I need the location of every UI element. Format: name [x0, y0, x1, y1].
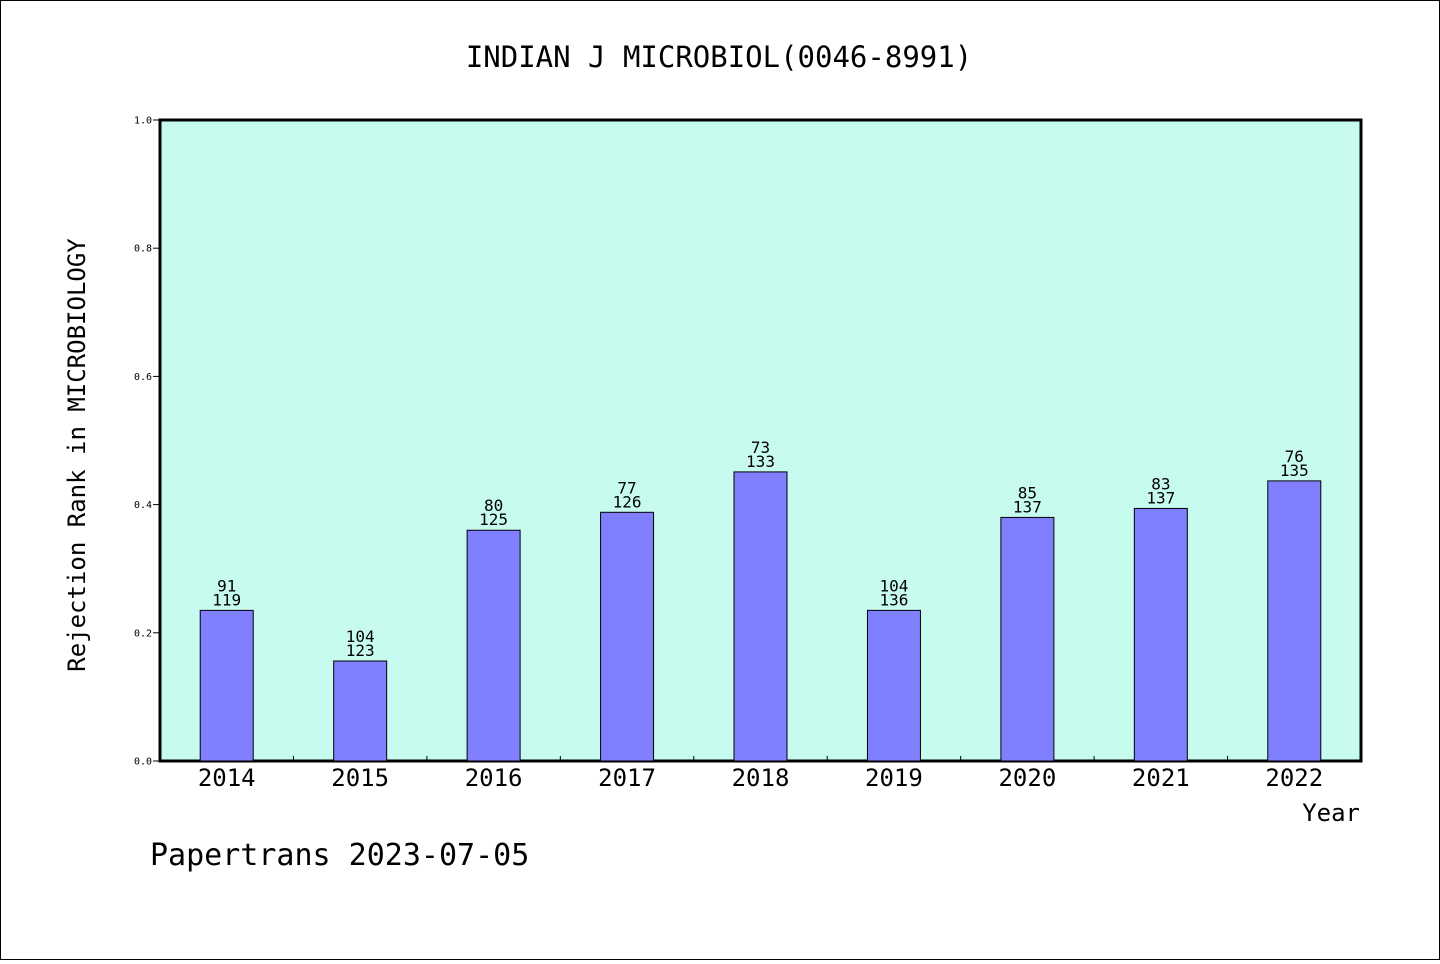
data-label-rank-2018: 73	[751, 438, 770, 457]
y-axis-ticks: 0.0 0.2 0.4 0.6 0.8 1.0	[134, 116, 160, 768]
data-label-total-2017: 126	[613, 492, 642, 511]
bar-2017	[600, 511, 655, 762]
data-label-total-2020: 137	[1013, 497, 1042, 516]
bar-2015	[333, 660, 388, 762]
y-tick-label-0.8: 0.8	[134, 244, 152, 255]
footer-credit: Papertrans 2023-07-05	[150, 838, 529, 873]
x-tick-label-2019: 2019	[865, 764, 923, 792]
bar-2016	[466, 529, 521, 762]
bar-2014	[199, 609, 254, 762]
data-label-total-2019: 136	[879, 590, 908, 609]
x-tick-label-2017: 2017	[598, 764, 656, 792]
chart-title: INDIAN J MICROBIOL(0046-8991)	[466, 40, 972, 74]
bar-2020	[1000, 516, 1055, 762]
data-label-rank-2022: 76	[1285, 447, 1304, 466]
y-tick-label-0.6: 0.6	[134, 372, 152, 383]
data-label-rank-2019: 104	[879, 576, 908, 595]
x-tick-label-2014: 2014	[198, 764, 256, 792]
data-label-total-2018: 133	[746, 452, 775, 471]
y-tick-label-0.4: 0.4	[134, 500, 152, 511]
data-label-total-2016: 125	[479, 510, 508, 529]
bar-2018	[733, 471, 788, 762]
x-tick-label-2018: 2018	[732, 764, 790, 792]
x-tick-label-2021: 2021	[1132, 764, 1190, 792]
bar-2019	[866, 609, 921, 762]
x-tick-label-2020: 2020	[998, 764, 1056, 792]
data-label-total-2022: 135	[1280, 461, 1309, 480]
x-tick-label-2016: 2016	[465, 764, 523, 792]
data-label-rank-2015: 104	[346, 627, 375, 646]
y-tick-label-0.0: 0.0	[134, 757, 152, 768]
data-labels: 9111910412380125771267313310413685137831…	[212, 438, 1308, 660]
data-label-total-2021: 137	[1146, 488, 1175, 507]
data-label-rank-2014: 91	[217, 576, 236, 595]
y-axis-label: Rejection Rank in MICROBIOLOGY	[63, 238, 91, 672]
y-tick-label-0.2: 0.2	[134, 628, 152, 639]
x-axis-label: Year	[1302, 799, 1360, 827]
bars-group	[199, 471, 1322, 762]
data-label-rank-2016: 80	[484, 496, 503, 515]
data-label-total-2014: 119	[212, 590, 241, 609]
x-axis-ticks: 2014 2015 2016 2017 2018 2019 2020 2021 2022	[198, 756, 1323, 792]
bar-2021	[1133, 507, 1188, 762]
data-label-rank-2017: 77	[617, 478, 636, 497]
y-tick-label-1.0: 1.0	[134, 116, 152, 127]
bar-2022	[1267, 480, 1322, 762]
x-tick-label-2022: 2022	[1265, 764, 1323, 792]
data-label-total-2015: 123	[346, 641, 375, 660]
x-tick-label-2015: 2015	[331, 764, 389, 792]
data-label-rank-2021: 83	[1151, 474, 1170, 493]
data-label-rank-2020: 85	[1018, 483, 1037, 502]
